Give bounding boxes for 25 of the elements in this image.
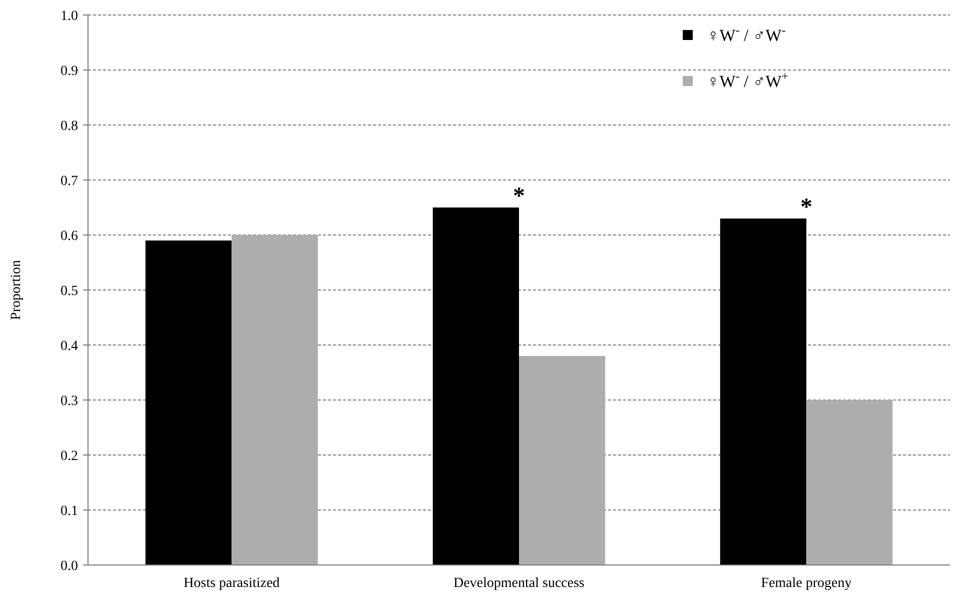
- bar: [432, 208, 519, 565]
- y-tick-label: 0.6: [60, 228, 78, 244]
- x-tick-label: Developmental success: [453, 576, 585, 591]
- y-tick-label: 0.8: [60, 118, 78, 134]
- y-tick-label: 1.0: [60, 8, 78, 24]
- y-tick-label: 0.2: [60, 448, 78, 464]
- legend-label: ♀W$^{-}$ / ♂W$^{+}$: [706, 68, 789, 91]
- y-axis-title: Proportion: [9, 260, 24, 320]
- y-tick-label: 0.1: [60, 504, 78, 519]
- x-tick-label: Hosts parasitized: [184, 576, 280, 591]
- bar: [232, 235, 318, 565]
- y-tick-label: 0.7: [60, 174, 78, 189]
- y-tick-label: 0.4: [60, 338, 78, 354]
- bar: [806, 400, 893, 565]
- y-tick-label: 0.0: [60, 558, 78, 574]
- bar: [145, 240, 232, 565]
- annotation: *: [800, 194, 812, 220]
- y-tick-label: 0.5: [60, 284, 78, 299]
- y-tick-label: 0.3: [60, 394, 78, 409]
- annotation: *: [513, 184, 525, 210]
- bar: [720, 218, 806, 565]
- x-tick-label: Female progeny: [761, 576, 852, 591]
- legend-label: ♀W$^{-}$ / ♂W$^{-}$: [706, 22, 786, 45]
- y-tick-label: 0.9: [60, 64, 78, 79]
- bar: [519, 356, 606, 565]
